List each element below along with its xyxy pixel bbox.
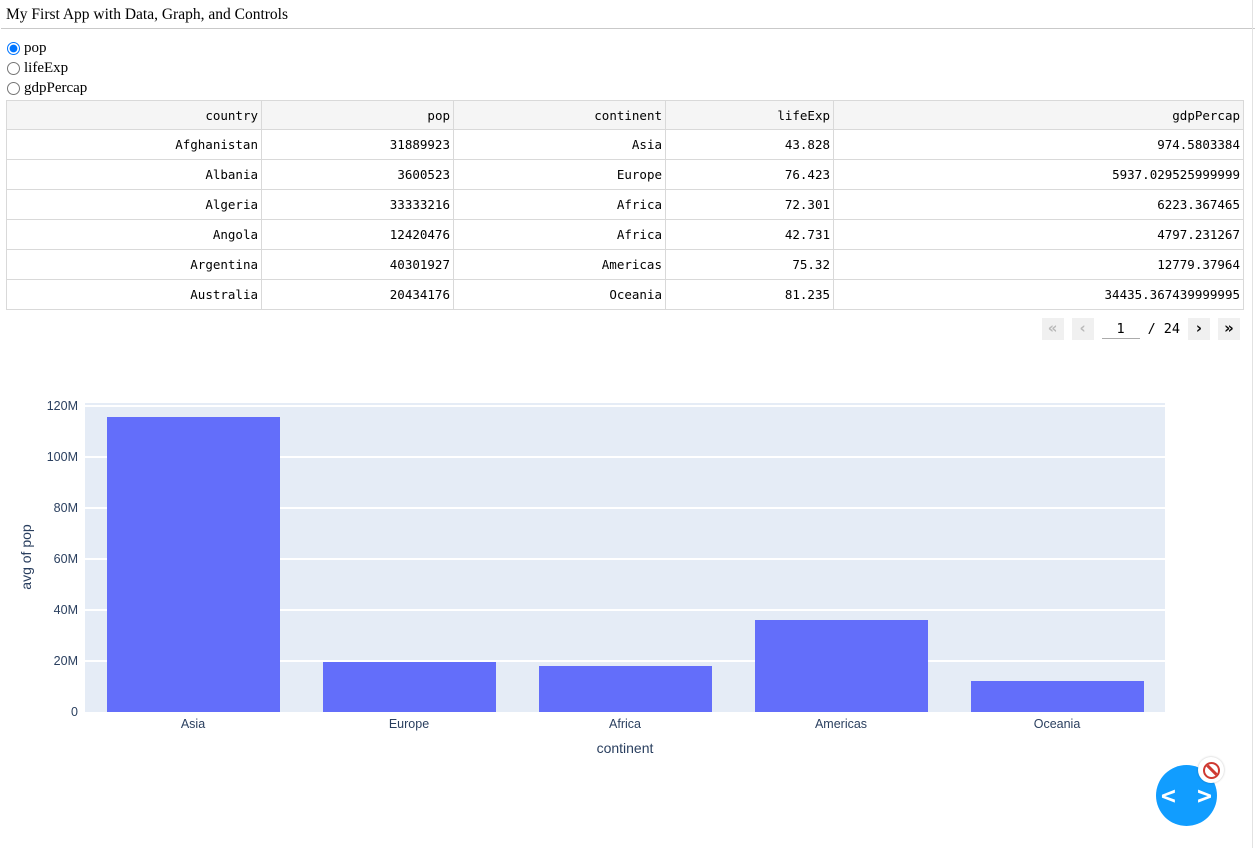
cell-gdpPercap[interactable]: 12779.37964	[833, 249, 1244, 280]
y-tick-label: 100M	[46, 450, 78, 464]
radio-label: lifeExp	[24, 59, 69, 76]
cell-pop[interactable]: 3600523	[261, 159, 454, 190]
divider	[1, 28, 1255, 29]
pagination: « ‹ / 24 › »	[0, 315, 1240, 343]
first-page-button[interactable]: «	[1041, 318, 1064, 340]
cell-continent[interactable]: Oceania	[453, 279, 666, 310]
x-axis-title: continent	[596, 740, 654, 756]
x-tick-label: Africa	[609, 717, 641, 731]
cell-lifeExp[interactable]: 72.301	[665, 189, 834, 220]
cell-country[interactable]: Argentina	[6, 249, 262, 280]
metric-radio-group: pop lifeExp gdpPercap	[7, 38, 1256, 98]
radio-input-gdpPercap[interactable]	[7, 81, 20, 95]
cell-pop[interactable]: 12420476	[261, 219, 454, 250]
bar-Asia[interactable]	[106, 417, 280, 712]
cell-gdpPercap[interactable]: 974.5803384	[833, 129, 1244, 160]
data-table: country pop continent lifeExp gdpPercap Afgh…	[6, 100, 1244, 310]
bar-Africa[interactable]	[538, 666, 712, 712]
cell-pop[interactable]: 20434176	[261, 279, 454, 310]
cell-lifeExp[interactable]: 43.828	[665, 129, 834, 160]
column-header-lifeExp: lifeExp	[665, 100, 834, 130]
cell-continent[interactable]: Americas	[453, 249, 666, 280]
no-entry-icon	[1202, 761, 1220, 779]
bar-chart: avg of pop continent 0 20M 40M 60M 80M 100M 12…	[0, 366, 1256, 778]
x-tick-label: Europe	[388, 717, 430, 731]
chart-plot-area	[85, 403, 1165, 712]
cell-country[interactable]: Australia	[6, 279, 262, 310]
cell-continent[interactable]: Africa	[453, 219, 666, 250]
y-tick-label: 60M	[53, 552, 78, 566]
cell-pop[interactable]: 40301927	[261, 249, 454, 280]
code-brackets-icon: < >	[1160, 781, 1216, 810]
cell-gdpPercap[interactable]: 34435.367439999995	[833, 279, 1244, 310]
x-tick-label: Americas	[814, 717, 868, 731]
y-tick-label: 80M	[53, 501, 78, 515]
cell-gdpPercap[interactable]: 4797.231267	[833, 219, 1244, 250]
cell-pop[interactable]: 33333216	[261, 189, 454, 220]
cell-gdpPercap[interactable]: 5937.029525999999	[833, 159, 1244, 190]
bar-Americas[interactable]	[754, 620, 928, 712]
table-header-row: country pop continent lifeExp gdpPercap	[6, 100, 1244, 130]
radio-option-lifeExp[interactable]: lifeExp	[7, 58, 68, 78]
radio-input-lifeExp[interactable]	[7, 61, 20, 75]
scrollbar-track-edge	[1252, 0, 1253, 848]
table-row: Argentina 40301927 Americas 75.32 12779.3796…	[6, 249, 1244, 280]
table-row: Angola 12420476 Africa 42.731 4797.231267	[6, 219, 1244, 250]
table-body: Afghanistan 31889923 Asia 43.828 974.5803384…	[6, 129, 1244, 310]
previous-page-button[interactable]: ‹	[1071, 318, 1094, 340]
table-row: Afghanistan 31889923 Asia 43.828 974.5803384	[6, 129, 1244, 160]
page-title: My First App with Data, Graph, and Contr…	[6, 6, 288, 23]
cell-lifeExp[interactable]: 76.423	[665, 159, 834, 190]
bar-Oceania[interactable]	[970, 680, 1144, 712]
table-row: Albania 3600523 Europe 76.423 5937.029525999…	[6, 159, 1244, 190]
cell-continent[interactable]: Europe	[453, 159, 666, 190]
last-page-button[interactable]: »	[1218, 318, 1240, 340]
cell-lifeExp[interactable]: 42.731	[665, 219, 834, 250]
cell-country[interactable]: Albania	[6, 159, 262, 190]
gridline	[85, 405, 1165, 407]
column-header-gdpPercap: gdpPercap	[833, 100, 1244, 130]
gridline	[85, 660, 1165, 662]
radio-option-pop[interactable]: pop	[7, 38, 47, 58]
cell-lifeExp[interactable]: 75.32	[665, 249, 834, 280]
table-row: Algeria 33333216 Africa 72.301 6223.367465	[6, 189, 1244, 220]
current-page-input[interactable]	[1101, 319, 1140, 339]
cell-pop[interactable]: 31889923	[261, 129, 454, 160]
page-separator: /	[1147, 321, 1156, 337]
y-tick-label: 120M	[46, 399, 78, 413]
cell-country[interactable]: Angola	[6, 219, 262, 250]
gridline	[85, 507, 1165, 509]
column-header-pop: pop	[261, 100, 454, 130]
y-tick-label: 20M	[53, 654, 78, 668]
cell-country[interactable]: Algeria	[6, 189, 262, 220]
table-row: Australia 20434176 Oceania 81.235 34435.3674…	[6, 279, 1244, 310]
error-count-badge[interactable]	[1198, 757, 1224, 783]
y-tick-label: 0	[71, 705, 78, 719]
cell-continent[interactable]: Africa	[453, 189, 666, 220]
gridline	[85, 558, 1165, 560]
column-header-country: country	[6, 100, 262, 130]
x-tick-label: Asia	[180, 717, 206, 731]
cell-lifeExp[interactable]: 81.235	[665, 279, 834, 310]
total-pages: 24	[1163, 321, 1180, 337]
radio-label: gdpPercap	[24, 79, 88, 96]
radio-option-gdpPercap[interactable]: gdpPercap	[7, 78, 87, 98]
x-tick-label: Oceania	[1033, 717, 1081, 731]
gridline	[85, 609, 1165, 611]
column-header-continent: continent	[453, 100, 666, 130]
radio-input-pop[interactable]	[7, 41, 20, 55]
cell-gdpPercap[interactable]: 6223.367465	[833, 189, 1244, 220]
radio-label: pop	[24, 39, 47, 56]
gridline	[85, 456, 1165, 458]
y-tick-label: 40M	[53, 603, 78, 617]
cell-country[interactable]: Afghanistan	[6, 129, 262, 160]
table-header: country pop continent lifeExp gdpPercap	[6, 100, 1244, 130]
bar-Europe[interactable]	[322, 662, 496, 712]
cell-continent[interactable]: Asia	[453, 129, 666, 160]
next-page-button[interactable]: ›	[1188, 318, 1210, 340]
